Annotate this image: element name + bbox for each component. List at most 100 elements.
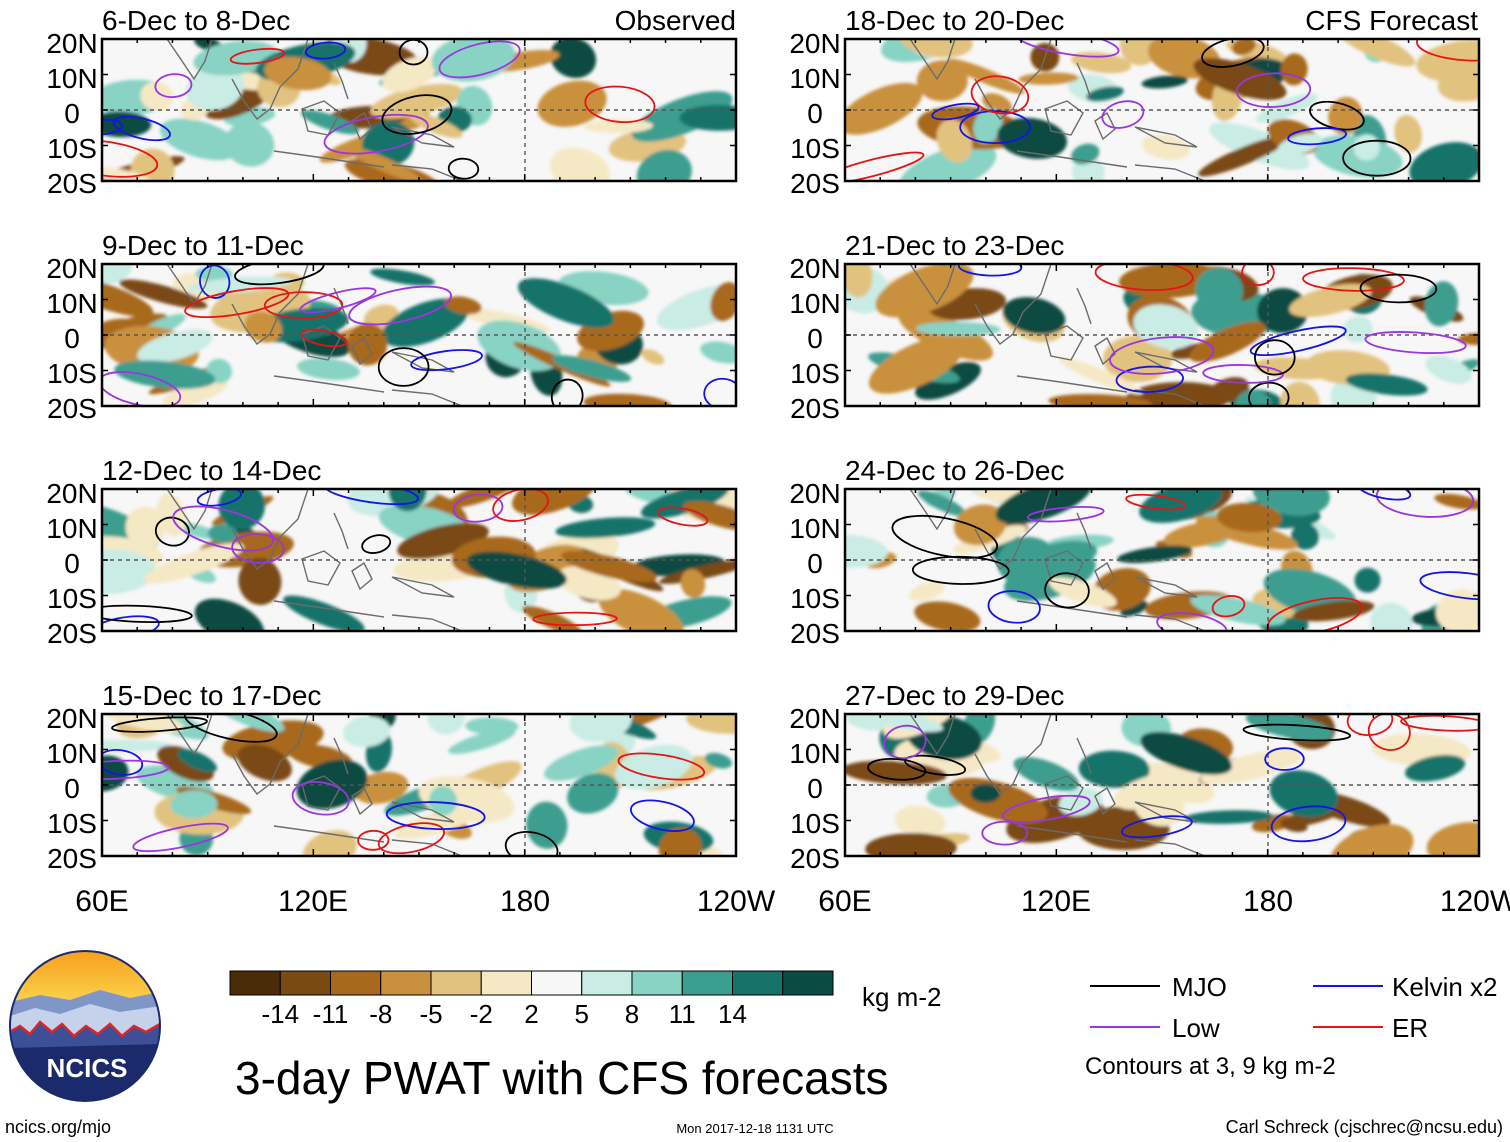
colorbar-tick-label: 14 (718, 999, 747, 1029)
lat-label: 20N (46, 478, 97, 509)
observed-header: Observed (615, 5, 736, 36)
author-credit: Carl Schreck (cjschrec@ncsu.edu) (1226, 1117, 1503, 1137)
lat-label: 10N (789, 738, 840, 769)
panel-fcst-1: 18-Dec to 20-Dec 20N 10N 0 10S 20S (789, 5, 1481, 199)
colorbar-tick-label: 11 (669, 999, 696, 1029)
colorbar-tick-label: 2 (524, 999, 538, 1029)
lat-label: 10S (47, 133, 97, 164)
legend-label-er: ER (1392, 1013, 1428, 1043)
lon-axis-left: 60E 120E 180 120W (75, 885, 776, 918)
lat-label: 10S (790, 133, 840, 164)
legend-label-kelvin: Kelvin x2 (1392, 972, 1498, 1002)
colorbar-swatch (631, 970, 683, 996)
lat-label: 20S (790, 843, 840, 874)
panel-title: 18-Dec to 20-Dec (845, 5, 1064, 36)
panel-field (845, 39, 1479, 181)
lat-label: 20N (46, 253, 97, 284)
colorbar-unit: kg m-2 (862, 982, 941, 1012)
lat-label: 20S (47, 168, 97, 199)
panel-field (102, 264, 736, 406)
timestamp: Mon 2017-12-18 1131 UTC (676, 1121, 833, 1136)
panel-field (845, 489, 1479, 631)
legend-label-mjo: MJO (1172, 972, 1227, 1002)
colorbar-swatch (480, 970, 532, 996)
lat-label: 10S (790, 358, 840, 389)
lon-label: 60E (75, 885, 128, 918)
lat-label: 0 (807, 323, 823, 354)
lat-label: 20S (790, 168, 840, 199)
colorbar-swatch (229, 970, 281, 996)
panel-fcst-2: 21-Dec to 23-Dec 20N 10N 0 10S 20S (789, 230, 1481, 424)
lat-label: 10S (790, 583, 840, 614)
lat-label: 20N (46, 28, 97, 59)
source-url: ncics.org/mjo (5, 1117, 111, 1137)
colorbar-swatch (279, 970, 331, 996)
colorbar-swatch (581, 970, 633, 996)
panel-fcst-3: 24-Dec to 26-Dec 20N 10N 0 10S 20S (789, 455, 1481, 649)
lat-label: 20N (789, 478, 840, 509)
panel-field (845, 714, 1479, 856)
lat-label: 20S (47, 393, 97, 424)
lat-label: 0 (64, 548, 80, 579)
ncics-logo: NCICS (9, 950, 161, 1102)
lat-label: 10N (46, 288, 97, 319)
lat-label: 0 (64, 98, 80, 129)
colorbar-tick-label: -14 (261, 999, 299, 1029)
lat-label: 20N (46, 703, 97, 734)
colorbar-swatch (531, 970, 583, 996)
lat-label: 10S (790, 808, 840, 839)
lon-label: 180 (500, 885, 550, 918)
lat-label: 20S (47, 843, 97, 874)
panel-field (102, 39, 736, 181)
lon-label: 180 (1243, 885, 1293, 918)
lat-label: 10N (789, 63, 840, 94)
colorbar-tick-label: -11 (313, 999, 349, 1029)
panel-title: 6-Dec to 8-Dec (102, 5, 290, 36)
panel-fcst-4: 27-Dec to 29-Dec 20N 10N 0 10S 20S (789, 680, 1481, 874)
colorbar-tick-label: -8 (369, 999, 392, 1029)
lat-label: 20S (790, 393, 840, 424)
lat-label: 10S (47, 358, 97, 389)
colorbar: -14 -11 -8 -5 -2 2 5 8 11 14 (229, 970, 834, 1029)
panel-title: 12-Dec to 14-Dec (102, 455, 321, 486)
colorbar-swatch (782, 970, 834, 996)
lat-label: 20S (47, 618, 97, 649)
panel-field (845, 264, 1479, 406)
colorbar-swatch (330, 970, 382, 996)
lat-label: 10N (46, 738, 97, 769)
panel-field (102, 714, 736, 856)
colorbar-swatch (380, 970, 432, 996)
panel-title: 24-Dec to 26-Dec (845, 455, 1064, 486)
panel-title: 15-Dec to 17-Dec (102, 680, 321, 711)
lat-label: 10N (789, 288, 840, 319)
lon-label: 120E (1021, 885, 1091, 918)
panel-field (102, 489, 736, 631)
lat-label: 20N (789, 703, 840, 734)
lat-label: 10S (47, 808, 97, 839)
colorbar-tick-label: 8 (625, 999, 639, 1029)
panel-obs-4: 15-Dec to 17-Dec 20N 10N 0 10S 20S (46, 680, 738, 874)
colorbar-tick-label: -2 (470, 999, 493, 1029)
forecast-header: CFS Forecast (1305, 5, 1478, 36)
panel-title: 21-Dec to 23-Dec (845, 230, 1064, 261)
lat-label: 20N (789, 28, 840, 59)
contour-legend: MJO Kelvin x2 Low ER Contours at 3, 9 kg… (1085, 972, 1498, 1080)
panel-title: 27-Dec to 29-Dec (845, 680, 1064, 711)
lon-label: 120W (697, 885, 776, 918)
lat-label: 10N (789, 513, 840, 544)
lat-label: 0 (807, 548, 823, 579)
lat-label: 10N (46, 513, 97, 544)
colorbar-tick-label: -5 (419, 999, 442, 1029)
lon-label: 60E (818, 885, 871, 918)
legend-note: Contours at 3, 9 kg m-2 (1085, 1053, 1336, 1080)
legend-label-low: Low (1172, 1013, 1220, 1043)
colorbar-swatch (732, 970, 784, 996)
panel-obs-1: 6-Dec to 8-Dec 20N 10N 0 10S 20S (46, 5, 738, 199)
lon-axis-right: 60E 120E 180 120W (818, 885, 1510, 918)
lat-label: 20N (789, 253, 840, 284)
panel-obs-3: 12-Dec to 14-Dec 20N 10N 0 10S 20S (46, 455, 738, 649)
lat-label: 20S (790, 618, 840, 649)
lon-label: 120E (278, 885, 348, 918)
lon-label: 120W (1440, 885, 1510, 918)
